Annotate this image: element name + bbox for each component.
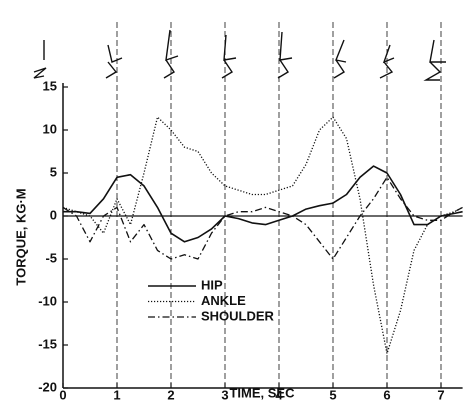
x-tick-label: 0 — [59, 387, 66, 402]
x-tick-label: 7 — [437, 387, 444, 402]
stick-figure — [333, 39, 347, 79]
stick-figure — [33, 40, 47, 79]
legend-label: ANKLE — [201, 293, 246, 308]
y-tick-label: -10 — [38, 293, 57, 308]
x-axis-label: TIME, SEC — [229, 385, 295, 400]
y-axis-label: TORQUE, KG·M — [13, 188, 28, 285]
y-tick-label: -5 — [45, 250, 57, 265]
legend-label: HIP — [201, 277, 223, 292]
stick-figure — [221, 34, 237, 79]
x-tick-label: 1 — [113, 387, 120, 402]
x-tick-label: 4 — [275, 387, 283, 402]
stick-figure — [379, 44, 395, 79]
y-tick-label: -15 — [38, 336, 57, 351]
stick-figure — [163, 29, 179, 79]
stick-figure — [277, 31, 293, 79]
stick-figure — [423, 39, 446, 81]
y-tick-label: -20 — [38, 379, 57, 394]
x-tick-label: 5 — [329, 387, 336, 402]
stick-figures — [33, 29, 446, 81]
y-tick-label: 5 — [50, 164, 57, 179]
y-tick-label: 15 — [43, 78, 57, 93]
series-line — [62, 176, 463, 260]
legend-label: SHOULDER — [201, 308, 275, 323]
x-tick-label: 3 — [221, 387, 228, 402]
stick-figure — [105, 44, 123, 79]
x-tick-label: 2 — [167, 387, 174, 402]
series-line — [63, 165, 463, 243]
x-tick-label: 6 — [383, 387, 390, 402]
y-tick-label: 10 — [43, 121, 57, 136]
y-tick-label: 0 — [50, 207, 57, 222]
